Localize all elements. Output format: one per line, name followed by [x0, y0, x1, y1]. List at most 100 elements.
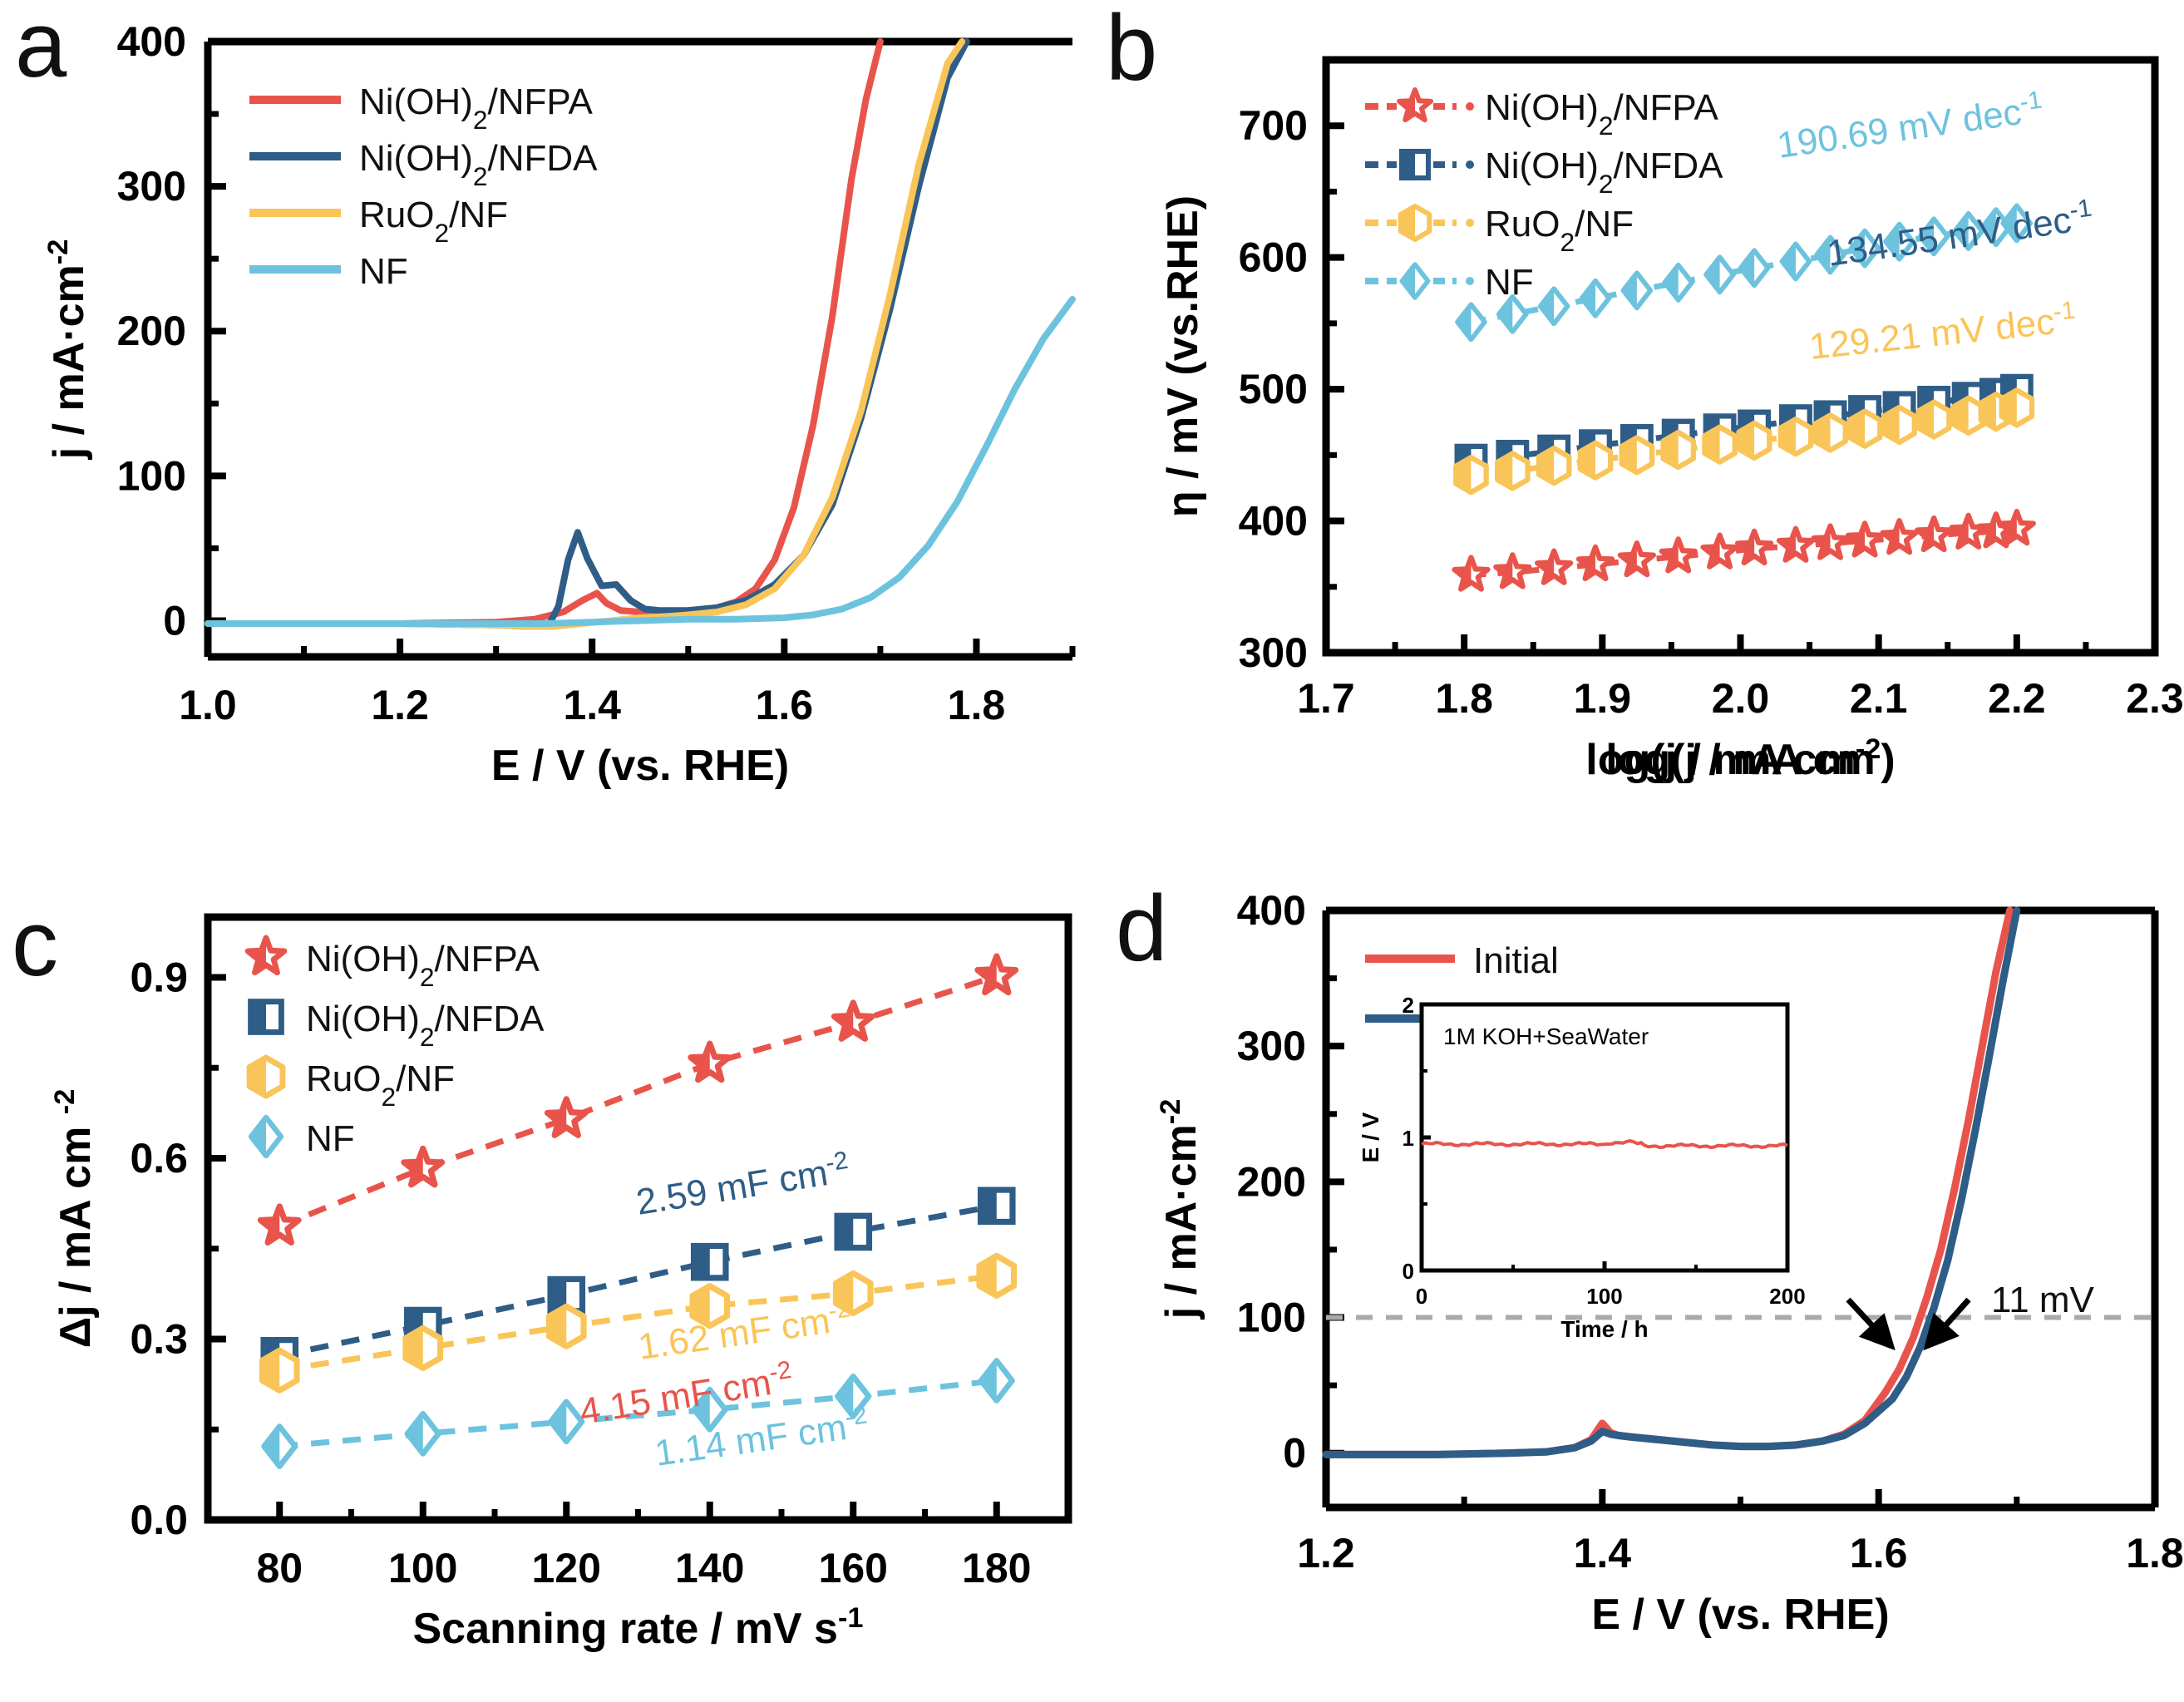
datapoint-yellow [1777, 416, 1814, 457]
datapoint-yellow [1577, 440, 1614, 481]
series-trend-yellow [279, 1272, 998, 1374]
panel-a-label: a [15, 0, 67, 96]
panel-c: c 0.0 0.3 0.6 0.9 80 100 120 140 160 180 Ni(OH)2/N… [0, 851, 1097, 1702]
xtick-b: 2.3 [2126, 675, 2184, 722]
arrow-right [1923, 1297, 1971, 1351]
panel-d-svg: d 01002003004001.21.41.61.8InitialAfter … [1116, 876, 2184, 1639]
xtick-a: 1.4 [563, 682, 621, 728]
plot-area-b [1322, 56, 2159, 657]
panel-a: a 0 100 200 300 400 1.0 1.2 1.4 1.6 1.8 Ni(OH)2/NF… [0, 0, 1097, 851]
ytick-d: 400 [1237, 887, 1306, 934]
inset-ytick: 0 [1403, 1259, 1414, 1284]
datapoint-yellow [976, 1252, 1018, 1299]
ytick-d: 200 [1237, 1158, 1306, 1205]
datapoint-blue [834, 1212, 873, 1251]
series-trend-blue [279, 1202, 998, 1359]
ytick-d: 100 [1237, 1295, 1306, 1341]
legend-marker [248, 1114, 284, 1159]
ylabel-d: j / mA·cm-2 [1155, 1099, 1205, 1320]
datapoint-red [1659, 536, 1698, 574]
inset-ylabel: E / V [1358, 1112, 1383, 1162]
datapoint-red [1776, 525, 1816, 563]
legend-label: Ni(OH)2/NFDA [359, 138, 598, 191]
inset-xlabel: Time / h [1560, 1316, 1648, 1342]
datapoint-yellow [1846, 408, 1883, 449]
datapoint-red [257, 1203, 302, 1246]
legend-label: RuO2/NF [359, 195, 508, 248]
panel-a-svg: a 0 100 200 300 400 1.0 1.2 1.4 1.6 1.8 Ni(OH)2/NF… [15, 0, 1076, 790]
datapoint-red [1811, 523, 1850, 560]
datapoint-lightblue [1814, 234, 1846, 275]
inset-ytick: 1 [1403, 1126, 1414, 1151]
inset-ytick: 2 [1403, 993, 1414, 1018]
datapoint-red [401, 1145, 446, 1188]
series-line-lightblue [205, 295, 1076, 627]
ytick-d: 0 [1283, 1430, 1306, 1477]
datapoint-yellow [1453, 454, 1489, 496]
series-trend-blue [1471, 387, 2018, 464]
datapoint-lightblue [1917, 216, 1950, 257]
datapoint-lightblue [1738, 248, 1771, 289]
datapoint-yellow [1536, 445, 1572, 486]
series-trend-lightblue [1470, 220, 2018, 325]
ytick-b: 600 [1239, 234, 1308, 281]
ylabel-a: j / mA·cm-2 [42, 239, 93, 461]
legend-label: Ni(OH)2/NFPA [1485, 87, 1718, 141]
xtick-d: 1.2 [1297, 1530, 1355, 1576]
ytick-b: 700 [1239, 102, 1308, 149]
legend-label: NF [359, 251, 408, 292]
inset-xtick: 0 [1416, 1284, 1427, 1309]
datapoint-yellow [832, 1270, 874, 1317]
datapoint-lightblue [1579, 278, 1612, 318]
xlabel-b: log(j / mA cm-2) [1585, 733, 1895, 784]
legend-label: RuO2/NF [1485, 204, 1634, 257]
svg-text:E / V (vs. RHE): E / V (vs. RHE) [491, 742, 789, 790]
datapoint-yellow [1702, 424, 1738, 465]
annotation-11mv: 11 mV [1991, 1280, 2095, 1320]
panel-b-label: b [1106, 0, 1157, 100]
plot-area-c [204, 913, 1072, 1524]
xtick-b: 1.9 [1574, 675, 1632, 722]
legend-marker [244, 935, 288, 976]
datapoint-lightblue [1662, 262, 1695, 303]
datapoint-red [1617, 540, 1656, 578]
datapoint-yellow [1736, 420, 1772, 461]
datapoint-lightblue [1537, 286, 1570, 327]
ytick-c: 0.0 [130, 1497, 188, 1543]
legend-label: RuO2/NF [306, 1058, 455, 1112]
inset-title: 1M KOH+SeaWater [1443, 1024, 1649, 1049]
xtick-b: 2.1 [1850, 675, 1908, 722]
ytick-a: 100 [117, 452, 186, 499]
inset-chronopotentiometry: 0 1 2 0 100 200 1M KOH+SeaWater Time / h E / V [1358, 993, 1806, 1342]
legend-label: NF [1485, 262, 1534, 303]
panel-d-label: d [1116, 876, 1167, 980]
datapoint-red [688, 1040, 732, 1083]
ytick-b: 400 [1239, 498, 1308, 545]
arrow-left [1846, 1297, 1896, 1351]
datapoint-red [831, 999, 875, 1042]
legend-marker [1399, 262, 1431, 300]
datapoint-red [1535, 548, 1574, 585]
datapoint-yellow [545, 1303, 587, 1349]
xtick-c: 80 [256, 1545, 303, 1591]
legend-c: Ni(OH)2/NFPA Ni(OH)2/NFDA RuO2/NF NF [244, 935, 545, 1159]
xtick-b: 1.7 [1297, 675, 1355, 722]
xtick-c: 140 [675, 1545, 744, 1591]
xtick-a: 1.8 [948, 682, 1006, 728]
datapoint-lightblue [1496, 294, 1529, 334]
datapoint-lightblue [261, 1423, 298, 1469]
legend-label: Ni(OH)2/NFDA [306, 999, 545, 1052]
ytick-c: 0.6 [130, 1135, 188, 1182]
datapoint-red [1700, 532, 1739, 570]
datapoint-red [544, 1096, 589, 1138]
datapoint-red [1997, 508, 2036, 546]
datapoint-yellow [1881, 404, 1917, 446]
datapoint-yellow [1619, 435, 1655, 476]
datapoint-yellow [402, 1325, 444, 1371]
legend-label: Initial [1473, 940, 1559, 981]
legend-marker [1399, 149, 1431, 180]
xlabel-c: Scanning rate / mV s-1 [412, 1602, 863, 1653]
datapoint-yellow [1999, 387, 2035, 428]
